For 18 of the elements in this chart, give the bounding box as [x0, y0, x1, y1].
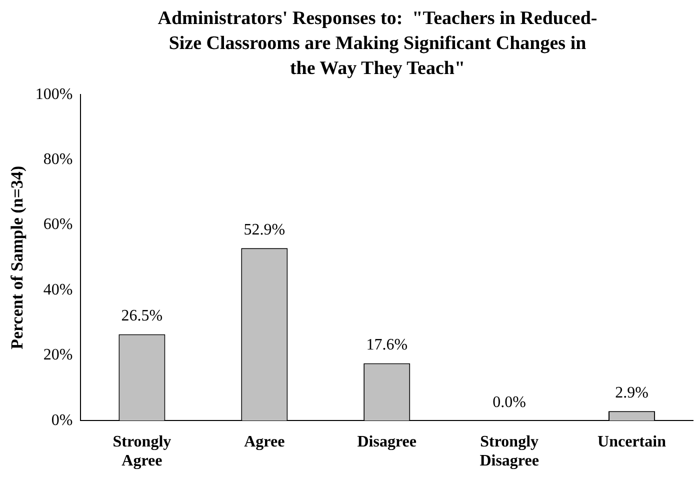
y-tick-label: 60%	[43, 216, 73, 234]
data-label: 52.9%	[244, 221, 286, 238]
y-tick-label: 20%	[43, 346, 73, 364]
x-tick-label: Agree	[244, 433, 285, 450]
data-label: 17.6%	[366, 336, 408, 354]
data-label: 0.0%	[492, 394, 526, 411]
x-tick-label: Strongly Agree	[112, 433, 172, 470]
chart-title: Administrators' Responses to: "Teachers in Reduced-Size Classrooms are Making Significant Changes in the Way They Teach"	[156, 7, 598, 81]
x-tick-label: Disagree	[357, 433, 416, 450]
data-label: 2.9%	[615, 384, 648, 402]
y-tick-label: 80%	[43, 151, 73, 168]
data-label: 26.5%	[121, 307, 163, 324]
y-tick-label: 40%	[43, 281, 73, 298]
x-tick-label: Strongly Disagree	[480, 433, 539, 470]
y-tick-label: 0%	[51, 412, 73, 429]
x-tick-label: Uncertain	[598, 433, 666, 450]
y-tick-label: 100%	[35, 86, 73, 103]
y-axis-title: Percent of Sample (n=34)	[8, 166, 27, 350]
